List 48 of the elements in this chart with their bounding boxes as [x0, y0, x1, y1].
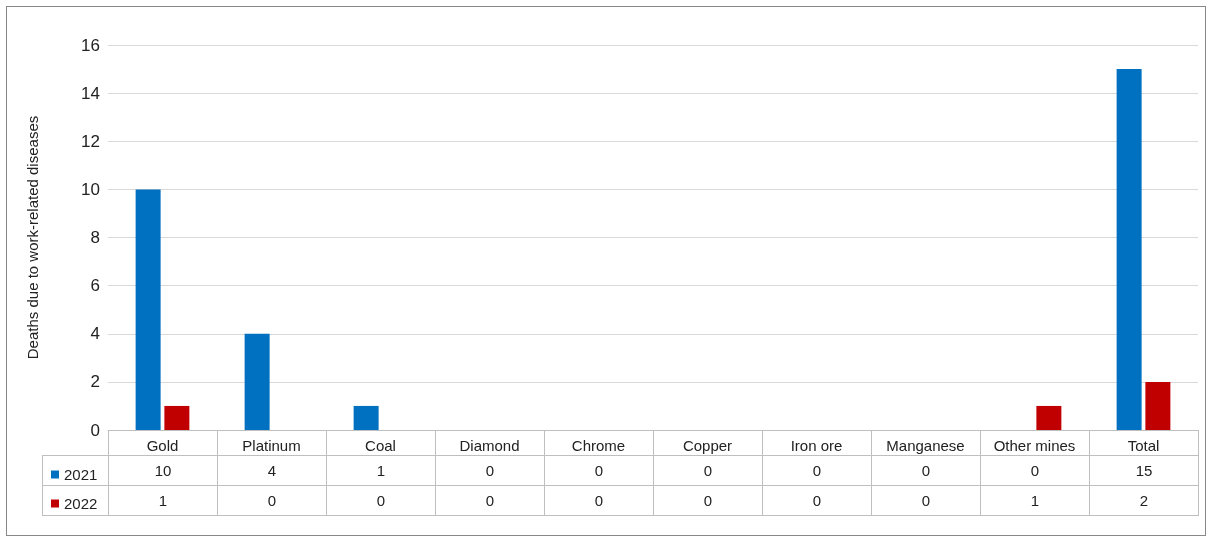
data-label: 0 — [435, 455, 545, 486]
legend-label: 2022 — [64, 495, 98, 512]
data-label: 0 — [653, 485, 763, 516]
data-label: 0 — [980, 455, 1090, 486]
data-label: 1 — [326, 455, 436, 486]
bar — [353, 405, 379, 430]
y-tick-label: 12 — [81, 131, 100, 151]
x-tick-label: Copper — [682, 437, 733, 454]
y-tick-label: 10 — [81, 179, 100, 199]
x-tick-label: Coal — [365, 437, 396, 454]
bar — [244, 333, 270, 430]
bar — [135, 189, 161, 430]
data-label: 0 — [871, 455, 981, 486]
bar — [164, 405, 190, 430]
y-tick-label: 14 — [81, 83, 100, 103]
x-tick-label: Gold — [146, 437, 179, 454]
data-label: 0 — [544, 485, 654, 516]
x-tick-label: Manganese — [886, 437, 965, 454]
data-label: 0 — [653, 455, 763, 486]
data-label: 15 — [1089, 455, 1199, 486]
x-tick-label: Chrome — [571, 437, 626, 454]
x-tick-label: Total — [1127, 437, 1160, 454]
data-label: 4 — [217, 455, 327, 486]
y-tick-label: 2 — [90, 372, 100, 392]
y-tick-label: 8 — [90, 228, 100, 247]
x-tick-label: Platinum — [242, 437, 301, 454]
data-label: 0 — [435, 485, 545, 516]
x-tick-label: Other mines — [993, 437, 1076, 454]
y-tick-label: 6 — [90, 276, 100, 296]
data-label: 0 — [762, 485, 872, 516]
legend-label: 2021 — [64, 466, 98, 483]
bar — [1145, 381, 1171, 430]
data-label: 0 — [217, 485, 327, 516]
y-tick-label: 0 — [90, 420, 100, 440]
data-label: 0 — [326, 485, 436, 516]
bar — [1116, 69, 1142, 430]
y-tick-label: 16 — [81, 35, 100, 55]
data-label: 1 — [108, 485, 218, 516]
data-label: 0 — [762, 455, 872, 486]
x-tick-label: Iron ore — [790, 437, 843, 454]
data-label: 1 — [980, 485, 1090, 516]
bar — [1036, 405, 1062, 430]
data-label: 2 — [1089, 485, 1199, 516]
x-tick-label: Diamond — [459, 437, 520, 454]
data-label: 0 — [871, 485, 981, 516]
data-label: 0 — [544, 455, 654, 486]
y-axis-title: Deaths due to work-related diseases — [24, 115, 41, 360]
y-tick-label: 4 — [90, 324, 100, 344]
